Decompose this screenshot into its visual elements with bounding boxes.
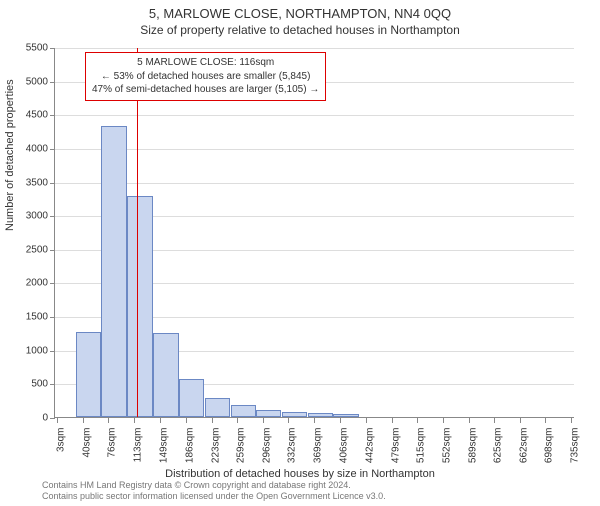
histogram-bar: [76, 332, 101, 417]
reference-line: [137, 48, 138, 417]
xtick-mark: [314, 418, 315, 423]
xtick-mark: [366, 418, 367, 423]
ytick-label: 2000: [8, 278, 48, 289]
xtick-label: 625sqm: [493, 428, 504, 464]
ytick-mark: [50, 418, 55, 419]
ytick-label: 3500: [8, 177, 48, 188]
ytick-label: 2500: [8, 244, 48, 255]
histogram-bar: [308, 413, 333, 417]
xtick-mark: [160, 418, 161, 423]
ytick-label: 1000: [8, 345, 48, 356]
grid-line: [55, 149, 574, 150]
xtick-mark: [263, 418, 264, 423]
xtick-label: 3sqm: [56, 428, 67, 452]
ytick-mark: [50, 149, 55, 150]
xtick-label: 149sqm: [158, 428, 169, 464]
xtick-label: 40sqm: [82, 428, 93, 458]
xtick-mark: [186, 418, 187, 423]
ytick-mark: [50, 283, 55, 284]
histogram-bar: [333, 414, 358, 417]
histogram-bar: [205, 398, 230, 418]
histogram-bar: [101, 126, 126, 417]
annotation-box: 5 MARLOWE CLOSE: 116sqm← 53% of detached…: [85, 52, 326, 101]
xtick-label: 186sqm: [184, 428, 195, 464]
footer-line2: Contains public sector information licen…: [42, 491, 386, 502]
page-subtitle: Size of property relative to detached ho…: [0, 23, 600, 37]
xtick-mark: [392, 418, 393, 423]
ytick-label: 500: [8, 379, 48, 390]
histogram-bar: [256, 410, 281, 417]
ytick-mark: [50, 115, 55, 116]
xtick-mark: [212, 418, 213, 423]
y-axis-label: Number of detached properties: [4, 79, 16, 231]
grid-line: [55, 183, 574, 184]
ytick-mark: [50, 216, 55, 217]
xtick-mark: [545, 418, 546, 423]
ytick-mark: [50, 317, 55, 318]
x-axis-label: Distribution of detached houses by size …: [0, 468, 600, 480]
xtick-label: 223sqm: [210, 428, 221, 464]
footer-attribution: Contains HM Land Registry data © Crown c…: [42, 480, 386, 502]
xtick-label: 76sqm: [107, 428, 118, 458]
annotation-line1: 5 MARLOWE CLOSE: 116sqm: [92, 56, 319, 70]
histogram-bar: [231, 405, 256, 417]
xtick-mark: [237, 418, 238, 423]
ytick-label: 0: [8, 413, 48, 424]
annotation-line3: 47% of semi-detached houses are larger (…: [92, 83, 319, 97]
ytick-label: 3000: [8, 211, 48, 222]
xtick-mark: [417, 418, 418, 423]
footer-line1: Contains HM Land Registry data © Crown c…: [42, 480, 386, 491]
ytick-label: 4000: [8, 143, 48, 154]
xtick-mark: [571, 418, 572, 423]
xtick-label: 113sqm: [133, 428, 144, 463]
page-title: 5, MARLOWE CLOSE, NORTHAMPTON, NN4 0QQ: [0, 6, 600, 21]
xtick-label: 442sqm: [364, 428, 375, 464]
ytick-mark: [50, 48, 55, 49]
xtick-mark: [108, 418, 109, 423]
xtick-mark: [494, 418, 495, 423]
xtick-mark: [520, 418, 521, 423]
xtick-label: 406sqm: [339, 428, 350, 464]
xtick-label: 259sqm: [236, 428, 247, 464]
xtick-label: 479sqm: [390, 428, 401, 464]
histogram-bar: [282, 412, 307, 417]
xtick-label: 296sqm: [262, 428, 273, 464]
xtick-label: 698sqm: [544, 428, 555, 464]
xtick-label: 552sqm: [441, 428, 452, 464]
ytick-label: 5500: [8, 43, 48, 54]
chart-area: 3sqm40sqm76sqm113sqm149sqm186sqm223sqm25…: [54, 48, 574, 418]
ytick-mark: [50, 384, 55, 385]
ytick-label: 4500: [8, 110, 48, 121]
histogram-bar: [153, 333, 178, 417]
ytick-label: 5000: [8, 76, 48, 87]
histogram-bar: [127, 196, 152, 417]
xtick-mark: [443, 418, 444, 423]
xtick-label: 735sqm: [570, 428, 581, 464]
ytick-mark: [50, 82, 55, 83]
grid-line: [55, 48, 574, 49]
ytick-label: 1500: [8, 312, 48, 323]
xtick-label: 662sqm: [519, 428, 530, 464]
ytick-mark: [50, 351, 55, 352]
xtick-label: 515sqm: [415, 428, 426, 464]
xtick-mark: [134, 418, 135, 423]
xtick-mark: [288, 418, 289, 423]
xtick-label: 332sqm: [287, 428, 298, 464]
ytick-mark: [50, 250, 55, 251]
histogram-bar: [179, 379, 204, 417]
grid-line: [55, 115, 574, 116]
plot-region: 3sqm40sqm76sqm113sqm149sqm186sqm223sqm25…: [54, 48, 574, 418]
xtick-mark: [469, 418, 470, 423]
xtick-mark: [83, 418, 84, 423]
xtick-mark: [340, 418, 341, 423]
annotation-line2: ← 53% of detached houses are smaller (5,…: [92, 70, 319, 84]
xtick-label: 369sqm: [313, 428, 324, 464]
ytick-mark: [50, 183, 55, 184]
xtick-mark: [57, 418, 58, 423]
xtick-label: 589sqm: [467, 428, 478, 464]
